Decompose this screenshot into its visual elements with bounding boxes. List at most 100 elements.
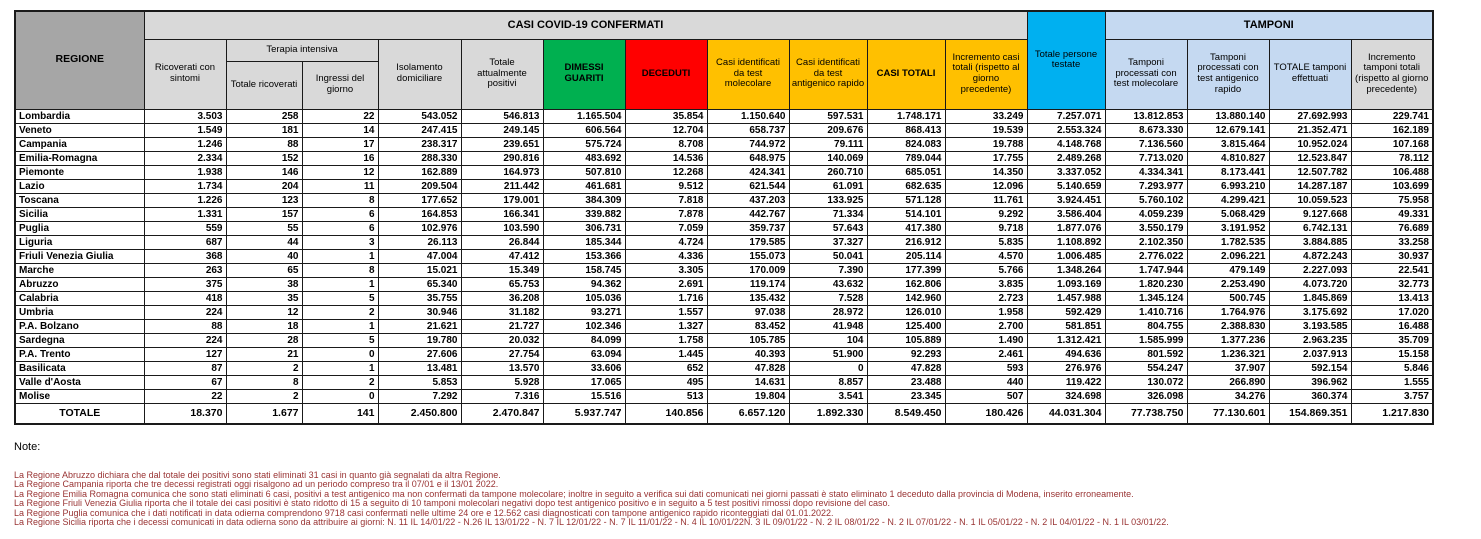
data-cell: 2.334 bbox=[143, 150, 227, 166]
data-cell: 868.413 bbox=[866, 122, 946, 138]
data-cell: 3 bbox=[301, 234, 379, 250]
data-cell: 23.488 bbox=[866, 374, 946, 390]
data-cell: 31.182 bbox=[460, 304, 544, 320]
data-cell: 19.788 bbox=[944, 136, 1028, 152]
data-cell: 8.708 bbox=[624, 136, 708, 152]
data-cell: 12.523.847 bbox=[1268, 150, 1352, 166]
data-cell: 9.292 bbox=[944, 206, 1028, 222]
data-cell: 16 bbox=[301, 150, 379, 166]
data-cell: 2 bbox=[225, 360, 303, 376]
data-cell: 7.390 bbox=[788, 262, 868, 278]
data-cell: 266.890 bbox=[1186, 374, 1270, 390]
data-cell: 384.309 bbox=[542, 192, 626, 208]
data-cell: 1.165.504 bbox=[542, 108, 626, 124]
total-cell: 6.657.120 bbox=[706, 402, 790, 424]
note-line: La Regione Friuli Venezia Giulia riporta… bbox=[14, 498, 890, 509]
data-cell: 164.853 bbox=[377, 206, 462, 222]
data-cell: 12 bbox=[301, 164, 379, 180]
data-cell: 17.065 bbox=[542, 374, 626, 390]
region-name: Liguria bbox=[14, 234, 145, 250]
data-cell: 102.976 bbox=[377, 220, 462, 236]
data-cell: 13.812.853 bbox=[1104, 108, 1188, 124]
data-cell: 14.350 bbox=[944, 164, 1028, 180]
data-cell: 1.557 bbox=[624, 304, 708, 320]
table-row: Emilia-Romagna 2.334 152 16 288.330 290.816 48… bbox=[14, 150, 1434, 166]
data-cell: 33.249 bbox=[944, 108, 1028, 124]
data-cell: 2.037.913 bbox=[1268, 346, 1352, 362]
data-cell: 326.098 bbox=[1104, 388, 1188, 404]
data-cell: 1.226 bbox=[143, 192, 227, 208]
data-cell: 554.247 bbox=[1104, 360, 1188, 376]
data-cell: 7.293.977 bbox=[1104, 178, 1188, 194]
table-row: Puglia 559 55 6 102.976 103.590 306.731 7.059 35… bbox=[14, 220, 1434, 236]
data-cell: 3.924.451 bbox=[1026, 192, 1106, 208]
data-cell: 179.585 bbox=[706, 234, 790, 250]
data-cell: 22 bbox=[301, 108, 379, 124]
note-line: La Regione Puglia comunica che i dati no… bbox=[14, 507, 834, 518]
header-ricoverati-con-sintomi: Ricoverati con sintomi bbox=[143, 38, 227, 110]
data-cell: 3.757 bbox=[1350, 388, 1434, 404]
data-cell: 7.257.071 bbox=[1026, 108, 1106, 124]
data-cell: 12.096 bbox=[944, 178, 1028, 194]
table-row: Veneto 1.549 181 14 247.415 249.145 606.564 12.… bbox=[14, 122, 1434, 138]
table-row: Calabria 418 35 5 35.755 36.208 105.036 1.716 13… bbox=[14, 290, 1434, 306]
data-cell: 126.010 bbox=[866, 304, 946, 320]
data-cell: 9.127.668 bbox=[1268, 206, 1352, 222]
data-cell: 1.958 bbox=[944, 304, 1028, 320]
data-cell: 17.755 bbox=[944, 150, 1028, 166]
data-cell: 3.586.404 bbox=[1026, 206, 1106, 222]
covid-cases-table: REGIONE CASI COVID-19 CONFERMATI Totale … bbox=[14, 10, 1434, 425]
data-cell: 597.531 bbox=[788, 108, 868, 124]
data-cell: 1.327 bbox=[624, 318, 708, 334]
data-cell: 276.976 bbox=[1026, 360, 1106, 376]
data-cell: 592.154 bbox=[1268, 360, 1352, 376]
data-cell: 33.606 bbox=[542, 360, 626, 376]
data-cell: 181 bbox=[225, 122, 303, 138]
data-cell: 1.758 bbox=[624, 332, 708, 348]
data-cell: 102.346 bbox=[542, 318, 626, 334]
header-banner-tamponi: TAMPONI bbox=[1104, 10, 1434, 40]
notes-title: Note: bbox=[14, 440, 41, 453]
data-cell: 7.316 bbox=[460, 388, 544, 404]
region-name: Friuli Venezia Giulia bbox=[14, 248, 145, 264]
data-cell: 1.331 bbox=[143, 206, 227, 222]
data-cell: 7.528 bbox=[788, 290, 868, 306]
header-totale-persone-testate: Totale persone testate bbox=[1026, 10, 1106, 110]
data-cell: 23.345 bbox=[866, 388, 946, 404]
data-cell: 15.349 bbox=[460, 262, 544, 278]
region-name: Puglia bbox=[14, 220, 145, 236]
data-cell: 12.507.782 bbox=[1268, 164, 1352, 180]
data-cell: 1.845.869 bbox=[1268, 290, 1352, 306]
notes-list: La Regione Abruzzo dichiara che dal tota… bbox=[14, 470, 1481, 529]
data-cell: 6 bbox=[301, 220, 379, 236]
data-cell: 2.102.350 bbox=[1104, 234, 1188, 250]
data-cell: 2.776.022 bbox=[1104, 248, 1188, 264]
data-cell: 22 bbox=[143, 388, 227, 404]
data-cell: 801.592 bbox=[1104, 346, 1188, 362]
data-cell: 204 bbox=[225, 178, 303, 194]
data-cell: 162.189 bbox=[1350, 122, 1434, 138]
data-cell: 804.755 bbox=[1104, 318, 1188, 334]
data-cell: 1.377.236 bbox=[1186, 332, 1270, 348]
data-cell: 224 bbox=[143, 332, 227, 348]
data-cell: 306.731 bbox=[542, 220, 626, 236]
data-cell: 105.889 bbox=[866, 332, 946, 348]
data-cell: 593 bbox=[944, 360, 1028, 376]
header-isolamento-domiciliare: Isolamento domiciliare bbox=[377, 38, 462, 110]
data-cell: 28 bbox=[225, 332, 303, 348]
data-cell: 146 bbox=[225, 164, 303, 180]
data-cell: 1.093.169 bbox=[1026, 276, 1106, 292]
data-cell: 10.952.024 bbox=[1268, 136, 1352, 152]
total-cell: 18.370 bbox=[143, 402, 227, 424]
data-cell: 40 bbox=[225, 248, 303, 264]
data-cell: 2.227.093 bbox=[1268, 262, 1352, 278]
data-cell: 35.755 bbox=[377, 290, 462, 306]
data-cell: 79.111 bbox=[788, 136, 868, 152]
data-cell: 65.340 bbox=[377, 276, 462, 292]
data-cell: 21.352.471 bbox=[1268, 122, 1352, 138]
data-cell: 41.948 bbox=[788, 318, 868, 334]
data-cell: 13.481 bbox=[377, 360, 462, 376]
data-cell: 5.846 bbox=[1350, 360, 1434, 376]
data-cell: 140.069 bbox=[788, 150, 868, 166]
data-cell: 424.341 bbox=[706, 164, 790, 180]
